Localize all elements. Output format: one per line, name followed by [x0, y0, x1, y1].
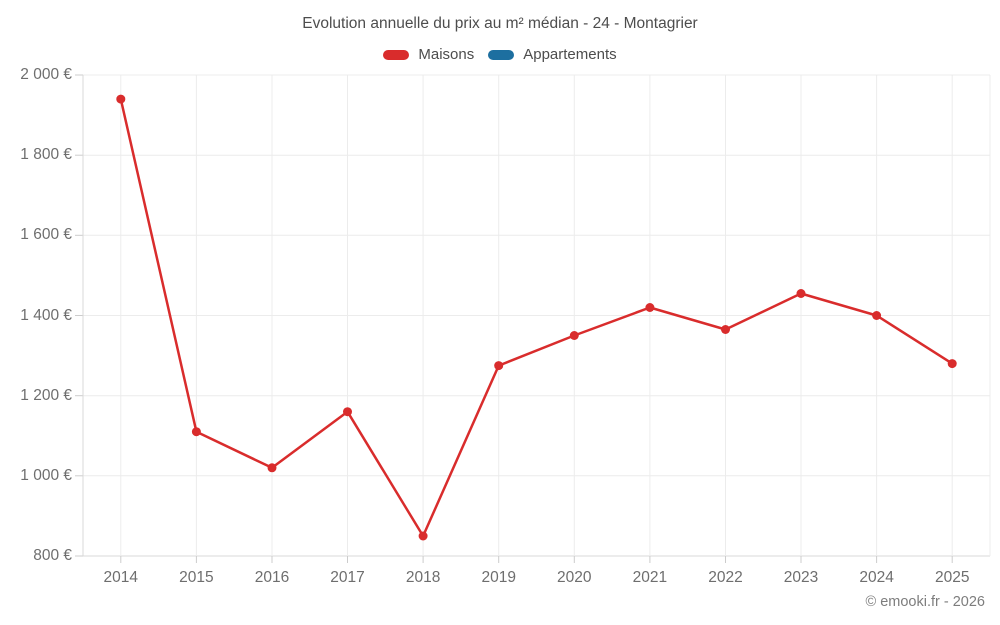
data-point-maisons-2014[interactable] [116, 94, 126, 104]
data-point-maisons-2017[interactable] [343, 407, 352, 417]
data-point-maisons-2023[interactable] [796, 289, 806, 298]
legend-label-appartements: Appartements [523, 46, 617, 63]
legend-label-maisons: Maisons [418, 46, 475, 63]
y-axis-tick-label: 1 200 € [20, 386, 72, 404]
chart-title: Evolution annuelle du prix au m² médian … [302, 15, 698, 32]
data-point-maisons-2025[interactable] [947, 359, 957, 369]
x-axis-tick-label: 2017 [330, 569, 365, 586]
y-axis-tick-label: 2 000 € [20, 66, 72, 83]
y-axis-tick-label: 1 800 € [20, 146, 72, 164]
x-axis-tick-label: 2018 [405, 569, 441, 586]
legend-item-maisons[interactable]: Maisons [383, 46, 474, 63]
appartements-legend-swatch-icon [488, 49, 515, 60]
data-point-maisons-2024[interactable] [872, 311, 882, 320]
x-axis-tick-label: 2014 [103, 569, 139, 586]
data-point-maisons-2020[interactable] [569, 331, 579, 340]
data-point-maisons-2021[interactable] [645, 303, 655, 312]
x-axis-tick-label: 2023 [783, 569, 819, 586]
maisons-legend-swatch-icon [383, 49, 410, 60]
y-axis-tick-label: 1 400 € [20, 306, 72, 324]
y-axis-tick-label: 1 600 € [20, 226, 72, 244]
data-point-maisons-2022[interactable] [721, 325, 730, 334]
x-axis-tick-label: 2021 [632, 569, 668, 586]
data-point-maisons-2015[interactable] [191, 427, 201, 437]
data-point-maisons-2019[interactable] [494, 361, 504, 371]
x-axis-tick-label: 2022 [708, 569, 743, 586]
legend-item-appartements[interactable]: Appartements [488, 46, 617, 63]
y-axis-tick-label: 1 000 € [20, 466, 72, 484]
x-axis-tick-label: 2016 [254, 569, 290, 586]
data-point-maisons-2016[interactable] [267, 463, 277, 473]
series-line-maisons [119, 98, 953, 538]
x-axis-tick-label: 2019 [481, 569, 516, 586]
x-axis-tick-label: 2020 [557, 569, 592, 586]
x-axis-tick-label: 2024 [859, 569, 894, 586]
data-point-maisons-2018[interactable] [418, 531, 428, 541]
chart-footer-credit: © emooki.fr - 2026 [865, 594, 985, 610]
y-axis-tick-label: 800 € [33, 547, 72, 564]
chart-legend: Maisons Appartements [0, 46, 1000, 63]
x-axis-tick-label: 2025 [934, 569, 970, 586]
x-axis-tick-label: 2015 [179, 569, 214, 586]
